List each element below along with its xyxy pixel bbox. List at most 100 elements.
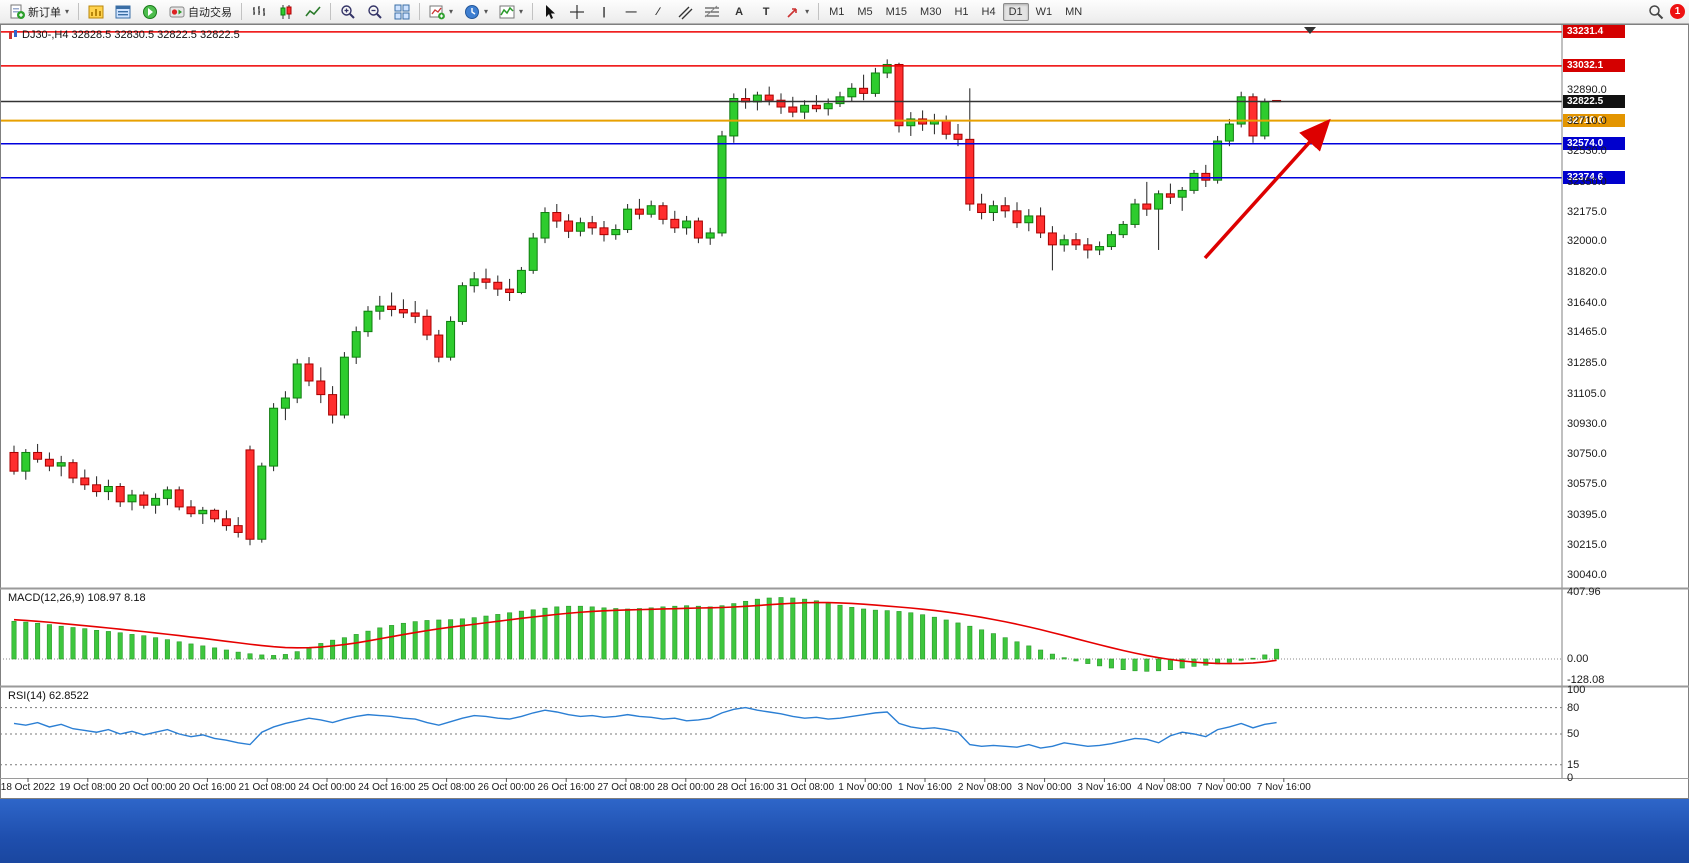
- arrows-tool-icon: [785, 4, 801, 20]
- candlestick-chart-button[interactable]: [273, 1, 299, 23]
- chart-canvas[interactable]: [0, 24, 1562, 799]
- timeframe-group: M1 M5 M15 M30 H1 H4 D1 W1 MN: [823, 2, 1088, 21]
- trendline-icon: ∕: [657, 5, 659, 18]
- tile-windows-button[interactable]: [389, 1, 415, 23]
- profiles-button[interactable]: ▾: [459, 1, 493, 23]
- profiles-icon: [464, 4, 480, 20]
- autotrading-button[interactable]: 自动交易: [164, 1, 237, 23]
- toolbar-separator: [818, 3, 820, 20]
- price-axis-label: 30395.0: [1567, 508, 1607, 521]
- fibonacci-tool-button[interactable]: [699, 1, 725, 23]
- crosshair-tool-button[interactable]: [564, 1, 590, 23]
- zoom-in-icon: [340, 4, 356, 20]
- zoom-in-button[interactable]: [335, 1, 361, 23]
- rsi-axis-label: 100: [1567, 684, 1586, 696]
- timeframe-m5-button[interactable]: M5: [857, 5, 873, 18]
- cursor-tool-button[interactable]: [537, 1, 563, 23]
- rsi-axis-label: 0: [1567, 772, 1574, 784]
- toolbar-separator: [419, 3, 421, 20]
- price-badge-32374.6: 32374.6: [1563, 171, 1625, 185]
- text-tool-button[interactable]: A: [726, 1, 752, 23]
- search-button[interactable]: [1643, 1, 1669, 23]
- price-axis-label: 32350.0: [1567, 175, 1607, 188]
- horizontal-line-tool-button[interactable]: —: [618, 1, 644, 23]
- price-axis-label: 32000.0: [1567, 235, 1607, 248]
- toolbar-separator: [532, 3, 534, 20]
- macd-axis-label: 407.96: [1567, 586, 1601, 599]
- new-order-button[interactable]: 新订单 ▾: [4, 1, 74, 23]
- price-badge-33032.1: 33032.1: [1563, 59, 1625, 73]
- timeframe-w1-button[interactable]: W1: [1035, 5, 1053, 18]
- candlestick-chart-icon: [278, 4, 294, 20]
- profiles-dropdown-icon[interactable]: ▾: [484, 7, 489, 16]
- line-chart-button[interactable]: [300, 1, 326, 23]
- cursor-icon: [542, 4, 558, 20]
- toolbar-separator: [78, 3, 80, 20]
- price-axis-label: 31285.0: [1567, 357, 1607, 370]
- new-chart-icon: [429, 4, 445, 20]
- trendline-tool-button[interactable]: ∕: [645, 1, 671, 23]
- main-toolbar: 新订单 ▾ 自动交易: [0, 0, 1689, 24]
- rsi-axis-label: 50: [1567, 728, 1580, 740]
- toolbar-separator: [330, 3, 332, 20]
- strategy-tester-button[interactable]: [137, 1, 163, 23]
- macd-axis-label: -128.08: [1567, 674, 1605, 686]
- autotrading-icon: [169, 4, 185, 20]
- autotrading-label: 自动交易: [188, 6, 233, 19]
- text-label-icon: T: [762, 5, 770, 18]
- new-chart-button[interactable]: ▾: [424, 1, 458, 23]
- timeframe-m1-button[interactable]: M1: [829, 5, 845, 18]
- new-order-icon: [9, 4, 25, 20]
- vertical-line-tool-button[interactable]: |: [591, 1, 617, 23]
- timeframe-d1-button[interactable]: D1: [1002, 2, 1029, 21]
- strategy-tester-icon: [142, 4, 158, 20]
- market-watch-button[interactable]: [83, 1, 109, 23]
- tile-windows-icon: [394, 4, 410, 20]
- timeframe-h4-button[interactable]: H4: [981, 5, 996, 18]
- price-axis-label: 32175.0: [1567, 205, 1607, 218]
- bar-chart-button[interactable]: [246, 1, 272, 23]
- indicators-icon: [499, 4, 515, 20]
- timeframe-m30-button[interactable]: M30: [920, 5, 942, 18]
- rsi-axis-label: 15: [1567, 758, 1580, 771]
- arrows-tool-button[interactable]: ▾: [780, 1, 814, 23]
- price-axis-label: 32710.0: [1567, 114, 1607, 127]
- price-axis-label: 32530.0: [1567, 145, 1607, 158]
- price-axis-label: 30215.0: [1567, 539, 1607, 552]
- windows-taskbar[interactable]: [0, 799, 1689, 863]
- notification-badge[interactable]: 1: [1670, 4, 1685, 19]
- price-axis-label: 31105.0: [1567, 387, 1606, 400]
- new-chart-dropdown-icon[interactable]: ▾: [449, 7, 454, 16]
- arrows-dropdown-icon[interactable]: ▾: [805, 7, 810, 16]
- timeframe-mn-button[interactable]: MN: [1065, 5, 1083, 18]
- zoom-out-button[interactable]: [362, 1, 388, 23]
- crosshair-icon: [569, 4, 585, 20]
- line-chart-icon: [305, 4, 321, 20]
- timeframe-h1-button[interactable]: H1: [954, 5, 969, 18]
- search-icon: [1648, 4, 1664, 20]
- market-watch-icon: [88, 4, 104, 20]
- fibonacci-icon: [704, 4, 720, 20]
- price-axis-label: 30575.0: [1567, 477, 1607, 490]
- macd-axis-label: 0.00: [1567, 653, 1589, 665]
- price-axis-label: 32890.0: [1567, 84, 1607, 96]
- indicators-dropdown-icon[interactable]: ▾: [519, 7, 524, 16]
- text-label-tool-button[interactable]: T: [753, 1, 779, 23]
- data-window-button[interactable]: [110, 1, 136, 23]
- price-axis-label: 31640.0: [1567, 296, 1607, 309]
- new-order-dropdown-icon[interactable]: ▾: [65, 7, 70, 16]
- channel-icon: [677, 4, 693, 20]
- zoom-out-icon: [367, 4, 383, 20]
- toolbar-separator: [241, 3, 243, 20]
- indicators-button[interactable]: ▾: [494, 1, 528, 23]
- timeframe-m15-button[interactable]: M15: [885, 5, 908, 18]
- price-axis-label: 31465.0: [1567, 326, 1607, 339]
- data-window-icon: [115, 4, 131, 20]
- price-axis-label: 30930.0: [1567, 417, 1607, 430]
- price-badge-33231.4: 33231.4: [1563, 25, 1625, 39]
- horizontal-line-icon: —: [625, 5, 637, 18]
- price-axis-label: 30750.0: [1567, 448, 1607, 461]
- price-badge-32710.0: 32710.0: [1563, 114, 1625, 128]
- price-badge-32574.0: 32574.0: [1563, 137, 1625, 151]
- channel-tool-button[interactable]: [672, 1, 698, 23]
